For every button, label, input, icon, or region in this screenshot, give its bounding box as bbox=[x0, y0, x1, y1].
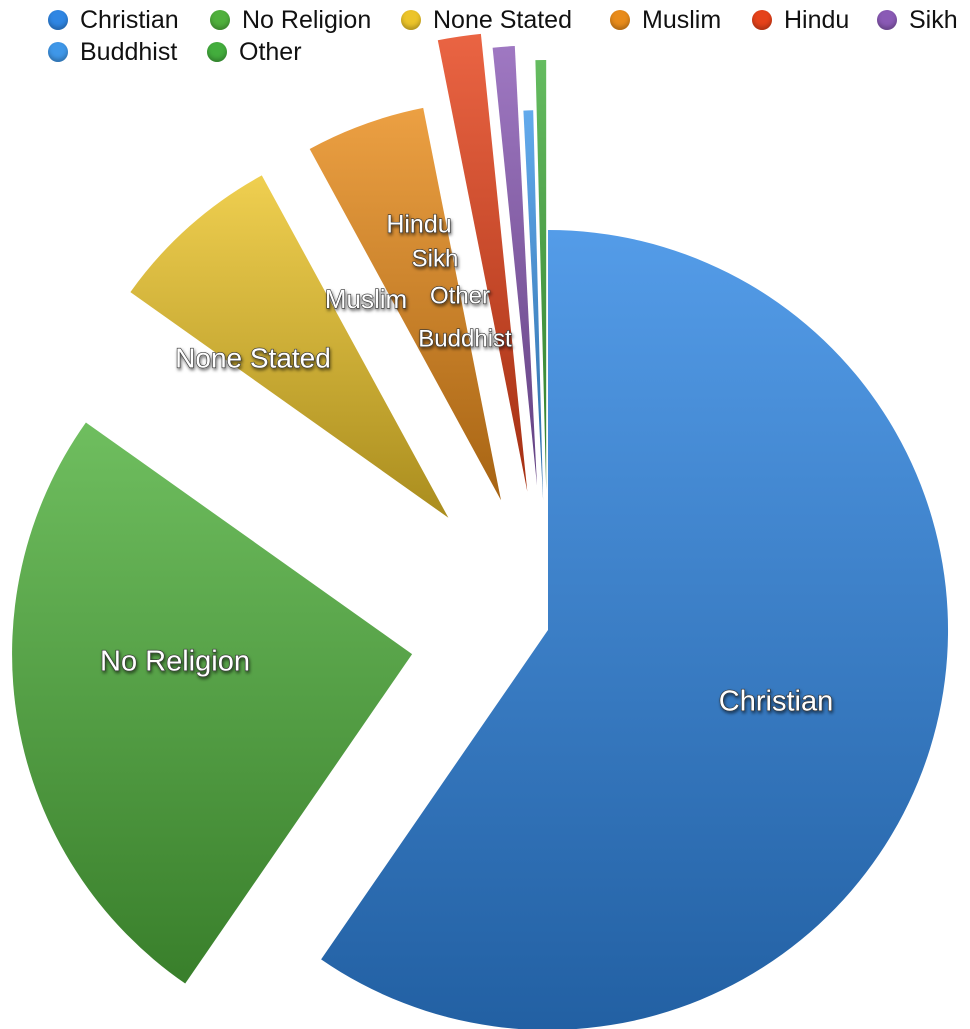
legend-swatch-no-religion bbox=[210, 10, 230, 30]
legend-swatch-christian bbox=[48, 10, 68, 30]
legend-label-muslim: Muslim bbox=[642, 5, 722, 34]
legend-item-hindu: Hindu bbox=[752, 2, 849, 38]
pie-slices bbox=[12, 33, 949, 1029]
legend-label-no-religion: No Religion bbox=[242, 5, 372, 34]
legend-label-none-stated: None Stated bbox=[433, 5, 572, 34]
legend-swatch-hindu bbox=[752, 10, 772, 30]
pie-slice-no-religion bbox=[12, 422, 413, 984]
legend-label-hindu: Hindu bbox=[784, 5, 850, 34]
legend-item-no-religion: No Religion bbox=[210, 2, 371, 38]
pie-slice-buddhist bbox=[523, 110, 544, 501]
legend-label-sikh: Sikh bbox=[909, 5, 958, 34]
legend-item-sikh: Sikh bbox=[877, 2, 958, 38]
legend-swatch-none-stated bbox=[401, 10, 421, 30]
legend-swatch-other bbox=[207, 42, 227, 62]
slice-label-buddhist: Buddhist bbox=[418, 325, 512, 352]
legend-item-none-stated: None Stated bbox=[401, 2, 572, 38]
legend-swatch-sikh bbox=[877, 10, 897, 30]
slice-label-none-stated: None Stated bbox=[175, 342, 331, 373]
pie-slice-muslim bbox=[309, 107, 501, 501]
legend-label-buddhist: Buddhist bbox=[80, 37, 178, 66]
legend-item-muslim: Muslim bbox=[610, 2, 721, 38]
legend-item-other: Other bbox=[207, 34, 302, 70]
pie-slice-hindu bbox=[437, 33, 528, 492]
legend-swatch-buddhist bbox=[48, 42, 68, 62]
slice-label-hindu: Hindu bbox=[386, 211, 451, 239]
pie-slice-other bbox=[535, 59, 547, 491]
slice-label-muslim: Muslim bbox=[325, 284, 407, 314]
pie-slice-none-stated bbox=[130, 175, 449, 518]
legend-swatch-muslim bbox=[610, 10, 630, 30]
legend-label-christian: Christian bbox=[80, 5, 179, 34]
slice-label-sikh: Sikh bbox=[412, 245, 459, 272]
legend-item-christian: Christian bbox=[48, 2, 179, 38]
legend-label-other: Other bbox=[239, 37, 302, 66]
slice-label-other: Other bbox=[430, 282, 490, 309]
pie-slice-labels: Christian No Religion None Stated Muslim Hin… bbox=[99, 210, 833, 718]
pie-slice-christian bbox=[321, 230, 949, 1029]
legend-item-buddhist: Buddhist bbox=[48, 34, 177, 70]
slice-label-christian: Christian bbox=[719, 686, 833, 718]
slice-label-no-religion: No Religion bbox=[100, 646, 250, 678]
pie-slice-sikh bbox=[492, 46, 537, 486]
